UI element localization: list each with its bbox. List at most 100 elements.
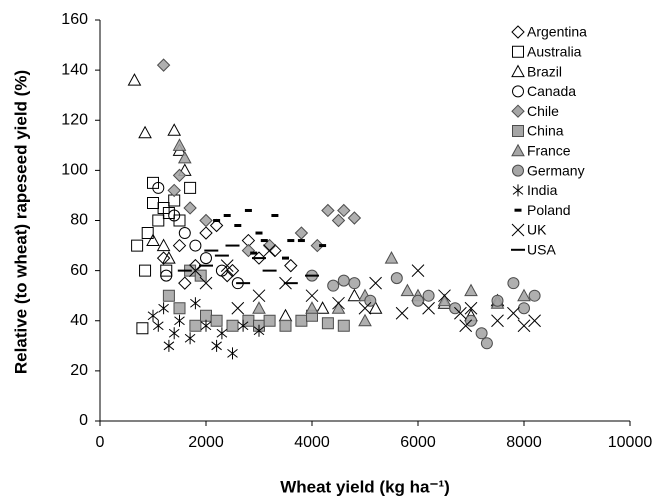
point	[147, 196, 159, 209]
point	[184, 332, 196, 345]
point	[178, 227, 191, 239]
point	[138, 125, 152, 139]
point	[337, 274, 350, 287]
legend-marker	[511, 223, 525, 237]
point	[517, 319, 531, 333]
point	[263, 244, 276, 257]
point	[189, 239, 202, 252]
point	[315, 301, 330, 314]
point	[475, 327, 488, 340]
point	[454, 306, 467, 320]
point	[358, 313, 372, 327]
point	[131, 239, 144, 252]
point	[136, 322, 149, 335]
point	[348, 277, 361, 290]
point	[220, 259, 234, 272]
point	[147, 176, 159, 189]
point	[305, 289, 319, 303]
point	[200, 319, 212, 332]
point	[437, 293, 452, 307]
point	[518, 302, 531, 315]
point	[491, 294, 504, 307]
legend-label: France	[527, 143, 571, 159]
point	[183, 201, 197, 215]
point	[464, 283, 478, 297]
point	[199, 276, 213, 290]
point	[438, 289, 451, 303]
point	[147, 309, 159, 322]
point	[263, 314, 276, 327]
point	[156, 238, 171, 252]
point	[252, 289, 266, 303]
point	[173, 214, 186, 227]
legend-label: Germany	[527, 162, 585, 178]
point	[400, 283, 415, 297]
legend-marker	[511, 25, 525, 39]
legend-label: Argentina	[527, 24, 587, 40]
point	[127, 73, 142, 86]
point	[331, 301, 346, 314]
x-tick-label: 6000	[400, 434, 436, 451]
point	[369, 276, 382, 290]
point	[216, 327, 228, 340]
point	[332, 296, 345, 310]
point	[337, 203, 351, 218]
point	[215, 264, 228, 277]
point	[358, 301, 372, 315]
point	[347, 288, 362, 302]
point	[252, 301, 266, 314]
x-tick-label: 0	[96, 434, 105, 451]
legend-marker	[512, 125, 524, 137]
point	[152, 182, 165, 194]
point	[422, 301, 435, 315]
point	[163, 339, 175, 352]
point	[262, 238, 277, 253]
point	[368, 301, 383, 314]
point	[210, 314, 223, 327]
legend-marker	[512, 45, 524, 58]
legend-marker	[512, 85, 525, 98]
point	[294, 226, 309, 240]
point	[480, 337, 493, 350]
point	[364, 294, 377, 307]
x-tick-label: 2000	[188, 434, 224, 451]
y-tick-label: 120	[61, 111, 88, 128]
point	[172, 168, 187, 183]
point	[199, 226, 213, 240]
point	[162, 251, 176, 264]
point	[528, 289, 541, 302]
y-tick-label: 0	[79, 412, 88, 429]
point	[152, 319, 164, 332]
point	[253, 324, 265, 337]
point	[321, 203, 335, 218]
point	[241, 243, 256, 258]
legend-marker	[512, 184, 524, 197]
legend-label: USA	[527, 242, 556, 258]
point	[517, 288, 531, 302]
point	[295, 314, 308, 327]
point	[189, 264, 202, 277]
point	[231, 301, 245, 315]
point	[412, 294, 425, 307]
point	[172, 238, 187, 253]
point	[305, 301, 319, 314]
point	[209, 218, 224, 233]
y-tick-label: 80	[70, 212, 88, 229]
point	[184, 181, 197, 194]
point	[422, 289, 435, 302]
legend-label: Australia	[527, 44, 582, 60]
point	[167, 183, 181, 198]
point	[156, 251, 171, 265]
point	[528, 314, 541, 328]
point	[327, 279, 340, 292]
point	[395, 306, 409, 320]
point	[390, 272, 403, 285]
point	[321, 317, 334, 330]
y-tick-label: 60	[70, 262, 88, 279]
point	[158, 302, 169, 315]
legend-marker	[511, 143, 525, 157]
point	[284, 258, 298, 273]
point	[174, 314, 185, 327]
point	[199, 213, 213, 228]
